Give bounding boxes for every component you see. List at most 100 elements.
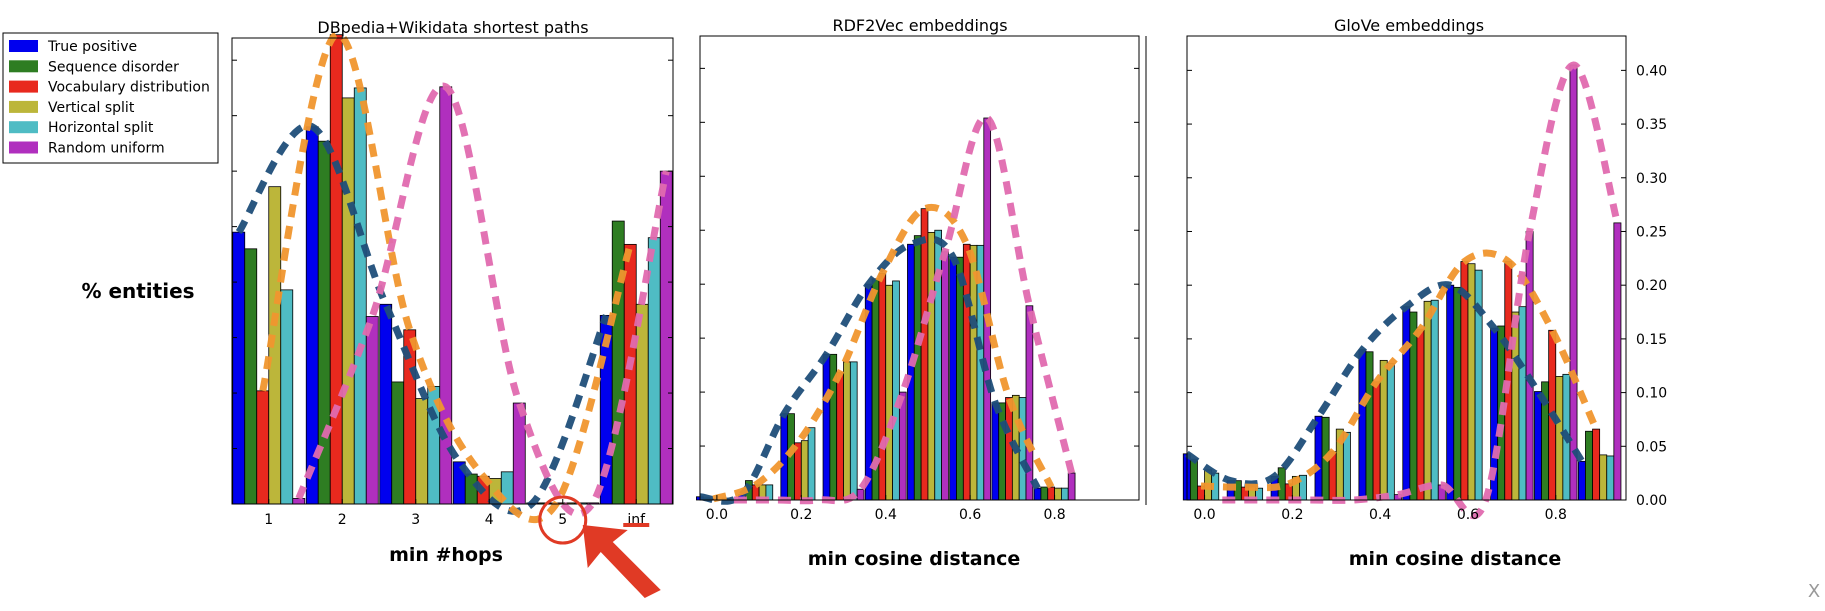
bar [991,402,1000,501]
bar [280,289,294,505]
bar [927,231,936,501]
trend-curve [235,122,610,515]
bar [1613,222,1622,501]
x-tick-label: 5 [558,512,567,528]
bar [1467,263,1476,501]
x-axis-label-dbpedia: min #hops [389,544,503,566]
bar [1314,415,1323,501]
x-axis-label-rdf2vec: min cosine distance [808,548,1021,570]
bar [341,97,355,505]
bar [379,303,393,505]
trend-curve [259,31,634,524]
bar [941,251,949,501]
bar [807,427,816,501]
x-tick-label: 0.6 [959,507,981,523]
bar [1592,428,1601,501]
bar [1358,349,1367,501]
bar [836,372,844,501]
legend-entry-label: Vocabulary distribution [48,80,210,96]
bar [800,440,809,501]
y-tick-label: 0.40 [1636,63,1667,79]
x-tick-label: 0.2 [1281,507,1303,523]
y-tick-label: 0.35 [1636,117,1667,133]
chart-title-glove: GloVe embeddings [1334,16,1484,35]
y-tick-label: 0.15 [1636,332,1667,348]
chart-rdf2vec: 0.0 0.2 0.4 0.6 0.8 [696,35,1147,523]
bar [623,243,637,505]
bar [1606,455,1615,501]
plot-frame [699,35,1140,501]
trend-curve [295,82,670,518]
bar [647,237,661,505]
bar [1386,363,1395,501]
bar [329,34,343,505]
y-tick-label: 0.00 [1636,493,1667,509]
bar [1365,351,1374,501]
bar [1525,231,1534,501]
bar [1342,431,1351,501]
bar [464,473,478,505]
bar [1067,472,1076,501]
x-tick-label: 2 [338,512,347,528]
y-tick-label: 0.25 [1636,224,1667,240]
legend-entry-label: Horizontal split [48,120,154,136]
legend-swatch [9,60,38,73]
bar [1453,286,1462,501]
bar [892,280,900,501]
bar [1402,306,1411,501]
bar [353,87,367,505]
bar [1054,487,1062,501]
bar [512,402,526,505]
bar [1423,300,1432,501]
bar [1518,306,1527,501]
chart-glove: 0.0 0.2 0.4 0.6 0.8 0.00 0.05 0.10 0.15 0.20 0.25 0… [1182,35,1667,523]
y-tick-label: 0.30 [1636,171,1667,187]
bar [391,381,405,505]
x-tick-label: 0.8 [1043,507,1065,523]
x-tick-label: 0.4 [1369,507,1391,523]
bar [856,488,865,501]
y-tick-label: 0.05 [1636,439,1667,455]
bar [956,256,964,501]
bar [849,361,858,501]
chart-title-rdf2vec: RDF2Vec embeddings [832,16,1007,35]
bar [1555,376,1564,501]
bar [1033,487,1042,501]
bar [1040,486,1049,501]
plot-frame [1186,35,1627,501]
bar [1061,487,1069,501]
x-tick-label: 0.2 [790,507,812,523]
plot-frame [231,37,674,505]
bar [780,413,789,501]
bar [292,498,306,505]
bar [244,248,258,505]
bar [415,398,429,505]
highlight-circle [538,495,588,545]
bar [878,272,887,501]
bar [1569,64,1578,501]
bar [611,220,625,505]
x-tick-label: 0.8 [1545,507,1567,523]
bar [1585,430,1593,501]
x-tick-label: 1 [264,512,273,528]
bar [983,117,992,501]
legend-entry-label: Vertical split [48,100,135,116]
bar [1005,397,1013,501]
y-axis-label: % entities [81,279,194,303]
legend-box [2,32,219,164]
bar [1599,454,1608,501]
legend-entry-label: Random uniform [48,141,165,157]
bar [1446,284,1455,501]
annotation [538,495,661,598]
bar [907,243,915,501]
x-tick-label: 0.0 [1193,507,1215,523]
bar [1577,460,1586,501]
bar [439,86,453,505]
bar [913,235,922,501]
bar [1430,299,1439,501]
bar [949,256,957,501]
x-tick-label: 3 [411,512,420,528]
legend-entry-label: True positive [47,39,137,55]
close-icon[interactable]: X [1808,581,1820,602]
